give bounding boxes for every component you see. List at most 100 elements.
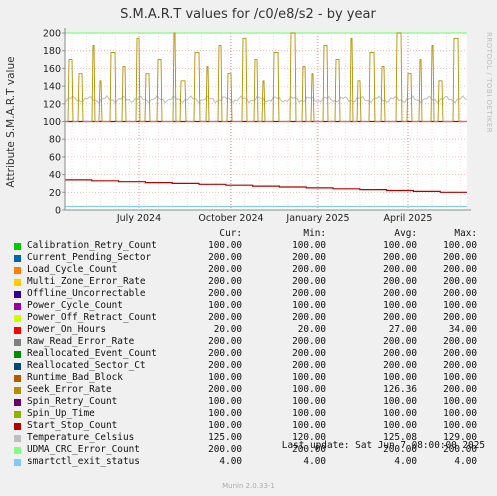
y-tick-label: 140 — [43, 82, 61, 93]
legend-cur-value: 200.00 — [208, 444, 242, 455]
legend-min-value: 200.00 — [292, 360, 326, 371]
legend-min-value: 100.00 — [292, 420, 326, 431]
legend-avg-value: 200.00 — [383, 336, 417, 347]
legend-series-name: Reallocated_Sector_Ct — [27, 360, 146, 371]
legend-series-name: Reallocated_Event_Count — [27, 348, 157, 359]
legend-item: Power_On_Hours 20.00 20.00 27.00 34.00 — [0, 324, 497, 336]
y-tick-label: 20 — [49, 188, 61, 199]
legend-swatch — [14, 339, 21, 346]
legend-min-value: 200.00 — [292, 444, 326, 455]
legend-max-value: 4.00 — [454, 456, 477, 467]
legend-max-value: 200.00 — [443, 288, 477, 299]
legend-cur-value: 4.00 — [219, 456, 242, 467]
legend-rows: Calibration_Retry_Count 100.00 100.00 100.0… — [0, 240, 497, 468]
legend-item: Raw_Read_Error_Rate 200.00 200.00 200.00 200… — [0, 336, 497, 348]
legend-max-value: 200.00 — [443, 276, 477, 287]
legend-cur-value: 100.00 — [208, 420, 242, 431]
legend-max-value: 200.00 — [443, 444, 477, 455]
legend-series-name: Runtime_Bad_Block — [27, 372, 123, 383]
rrdtool-watermark: RRDTOOL / TOBI OETIKER — [485, 32, 493, 133]
series-line-power-on-hours — [65, 179, 467, 193]
legend-cur-value: 125.00 — [208, 432, 242, 443]
x-tick-label: April 2025 — [384, 213, 433, 224]
legend-series-name: Spin_Retry_Count — [27, 396, 118, 407]
legend-series-name: Current_Pending_Sector — [27, 252, 152, 263]
legend-max-value: 100.00 — [443, 396, 477, 407]
munin-version: Munin 2.0.33-1 — [222, 482, 275, 490]
legend-avg-value: 200.00 — [383, 312, 417, 323]
legend-max-value: 200.00 — [443, 312, 477, 323]
legend-swatch — [14, 423, 21, 430]
axes: 0 20 40 60 80 100 120 140 160 180 200 July 2024 Octo… — [43, 28, 471, 224]
legend-min-value: 120.00 — [292, 432, 326, 443]
y-tick-label: 160 — [43, 64, 61, 75]
series-lines — [64, 32, 468, 208]
x-tick-label: January 2025 — [285, 213, 349, 224]
legend-series-name: Power_On_Hours — [27, 324, 107, 335]
legend-avg-value: 100.00 — [383, 420, 417, 431]
legend-series-name: Power_Cycle_Count — [27, 300, 123, 311]
legend-swatch — [14, 291, 21, 298]
legend-min-value: 100.00 — [292, 408, 326, 419]
legend-min-value: 200.00 — [292, 252, 326, 263]
legend-max-value: 129.00 — [443, 432, 477, 443]
legend-swatch — [14, 279, 21, 286]
legend-cur-value: 200.00 — [208, 360, 242, 371]
legend-max-value: 200.00 — [443, 348, 477, 359]
legend-series-name: Power_Off_Retract_Count — [27, 312, 157, 323]
legend-series-name: Seek_Error_Rate — [27, 384, 112, 395]
legend-series-name: Offline_Uncorrectable — [27, 288, 146, 299]
legend-max-value: 200.00 — [443, 384, 477, 395]
y-tick-label: 200 — [43, 29, 61, 40]
legend-swatch — [14, 303, 21, 310]
legend-min-value: 200.00 — [292, 288, 326, 299]
legend-min-value: 200.00 — [292, 264, 326, 275]
legend-item: Calibration_Retry_Count 100.00 100.00 100.0… — [0, 240, 497, 252]
legend-avg-value: 4.00 — [394, 456, 417, 467]
y-tick-label: 120 — [43, 99, 61, 110]
legend-max-value: 100.00 — [443, 408, 477, 419]
legend-header-cur: Cur: — [219, 228, 242, 239]
legend-header-min: Min: — [303, 228, 326, 239]
legend-swatch — [14, 267, 21, 274]
legend-avg-value: 200.00 — [383, 348, 417, 359]
legend-swatch — [14, 399, 21, 406]
legend-swatch — [14, 387, 21, 394]
legend-item: Load_Cycle_Count 200.00 200.00 200.00 200.00 — [0, 264, 497, 276]
legend-max-value: 100.00 — [443, 372, 477, 383]
legend-series-name: Start_Stop_Count — [27, 420, 118, 431]
legend-header: Cur: Min: Avg: Max: — [0, 228, 497, 240]
x-tick-label: July 2024 — [116, 213, 161, 224]
legend-max-value: 100.00 — [443, 300, 477, 311]
legend-cur-value: 200.00 — [208, 348, 242, 359]
legend-item: UDMA_CRC_Error_Count 200.00 200.00 200.00 20… — [0, 444, 497, 456]
legend-cur-value: 200.00 — [208, 252, 242, 263]
legend-avg-value: 200.00 — [383, 360, 417, 371]
legend-item: Multi_Zone_Error_Rate 200.00 200.00 200.00 2… — [0, 276, 497, 288]
legend-min-value: 4.00 — [303, 456, 326, 467]
legend-item: Start_Stop_Count 100.00 100.00 100.00 100.00 — [0, 420, 497, 432]
legend-avg-value: 125.08 — [383, 432, 417, 443]
x-tick-label: October 2024 — [198, 213, 263, 224]
legend-avg-value: 100.00 — [383, 240, 417, 251]
legend-series-name: Temperature_Celsius — [27, 432, 135, 443]
legend-header-avg: Avg: — [394, 228, 417, 239]
legend-min-value: 100.00 — [292, 396, 326, 407]
legend-avg-value: 100.00 — [383, 408, 417, 419]
legend-item: Runtime_Bad_Block 100.00 100.00 100.00 100.0… — [0, 372, 497, 384]
legend-item: Spin_Retry_Count 100.00 100.00 100.00 100.00 — [0, 396, 497, 408]
legend-avg-value: 200.00 — [383, 288, 417, 299]
legend-item: Current_Pending_Sector 200.00 200.00 200.00… — [0, 252, 497, 264]
legend-swatch — [14, 411, 21, 418]
legend-series-name: Spin_Up_Time — [27, 408, 95, 419]
y-tick-label: 100 — [43, 117, 61, 128]
legend-min-value: 100.00 — [292, 240, 326, 251]
legend-avg-value: 200.00 — [383, 444, 417, 455]
legend-max-value: 100.00 — [443, 240, 477, 251]
last-update: Last update: Sat Jun 7 08:00:00 2025 — [281, 440, 485, 451]
legend-avg-value: 126.36 — [383, 384, 417, 395]
legend-min-value: 200.00 — [292, 276, 326, 287]
legend-series-name: Multi_Zone_Error_Rate — [27, 276, 146, 287]
legend-swatch — [14, 243, 21, 250]
legend-item: Reallocated_Sector_Ct 200.00 200.00 200.00 2… — [0, 360, 497, 372]
